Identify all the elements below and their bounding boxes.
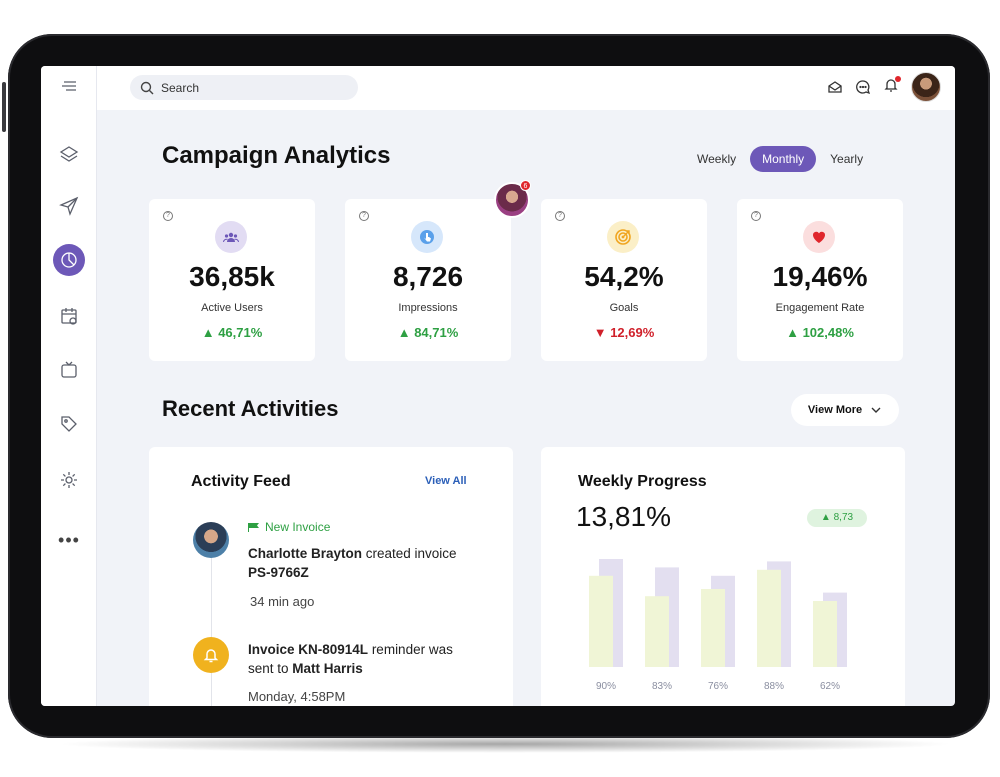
stat-value: 19,46% <box>772 261 868 292</box>
notification-count-badge: 6 <box>520 180 531 191</box>
chart-bar-front <box>701 589 725 667</box>
activity-recipient[interactable]: Matt Harris <box>292 661 363 676</box>
help-icon[interactable]: ? <box>555 211 565 221</box>
top-actions <box>827 72 941 102</box>
stat-label: Engagement Rate <box>775 302 865 314</box>
panel-title: Weekly Progress <box>578 473 707 490</box>
layers-icon[interactable] <box>57 142 81 166</box>
analytics-icon[interactable] <box>53 244 85 276</box>
notification-bell[interactable] <box>883 75 901 98</box>
help-icon[interactable]: ? <box>163 211 173 221</box>
tag-icon[interactable] <box>57 412 81 436</box>
search-placeholder: Search <box>161 80 200 95</box>
activity-action: created invoice <box>362 546 457 561</box>
stat-delta: ▲ 102,48% <box>786 325 854 340</box>
section-title: Recent Activities <box>162 396 339 421</box>
stat-delta-value: 46,71% <box>218 325 263 340</box>
activity-tag-label: New Invoice <box>265 520 331 534</box>
panel-title: Activity Feed <box>191 473 291 490</box>
view-more-button[interactable]: View More <box>791 394 899 426</box>
period-switcher: Weekly Monthly Yearly <box>697 146 863 172</box>
page-title: Campaign Analytics <box>162 142 391 169</box>
send-icon[interactable] <box>57 194 81 218</box>
activity-time: Monday, 4:58PM <box>248 689 346 704</box>
weekly-progress-chart: 90% 83% 76% 88% 62% <box>589 559 847 692</box>
stat-label: Impressions <box>398 302 458 314</box>
stat-label: Active Users <box>201 302 263 314</box>
chat-icon[interactable] <box>855 79 871 95</box>
chart-tick-label: 83% <box>652 681 672 692</box>
weekly-progress-panel: Weekly Progress 13,81% ▲ 8,73 90% 83% 76% 8… <box>541 447 905 706</box>
top-bar: Search <box>97 66 955 110</box>
menu-icon[interactable] <box>57 74 81 98</box>
tap-icon <box>411 221 443 253</box>
avatar[interactable] <box>193 522 229 558</box>
stat-delta-value: 12,69% <box>610 325 655 340</box>
user-avatar[interactable] <box>911 72 941 102</box>
stat-delta-value: 84,71% <box>414 325 459 340</box>
timeline-line <box>211 555 212 706</box>
stat-delta: ▲ 46,71% <box>201 325 263 340</box>
stat-delta: ▼ 12,69% <box>593 325 655 340</box>
chart-bar-front <box>757 569 781 667</box>
chart-tick-label: 62% <box>820 681 840 692</box>
activity-tag: New Invoice <box>248 520 330 534</box>
stat-card-impressions: ? 8,726 Impressions ▲ 84,71% <box>345 199 511 361</box>
notification-dot <box>895 75 901 82</box>
heart-icon <box>803 221 835 253</box>
view-more-label: View More <box>807 404 863 416</box>
stat-value: 36,85k <box>189 261 275 292</box>
stat-delta-value: 102,48% <box>802 325 854 340</box>
view-all-link[interactable]: View All <box>425 475 467 487</box>
period-monthly[interactable]: Monthly <box>750 146 817 172</box>
tablet-side-button <box>2 82 6 132</box>
stat-card-goals: ? 54,2% Goals ▼ 12,69% <box>541 199 707 361</box>
stat-label: Goals <box>609 302 639 314</box>
stat-value: 8,726 <box>392 261 464 292</box>
mail-icon[interactable] <box>827 79 843 95</box>
period-weekly[interactable]: Weekly <box>697 152 737 166</box>
users-icon <box>215 221 247 253</box>
period-yearly[interactable]: Yearly <box>830 152 864 166</box>
activity-invoice[interactable]: Invoice KN-80914L <box>248 642 369 657</box>
bell-icon <box>884 78 898 92</box>
activity-action: reminder was sent to <box>248 642 453 676</box>
activity-invoice[interactable]: PS-9766Z <box>248 565 309 580</box>
app-screen: ••• Search Campaign Analytics Weekly Mon… <box>41 66 955 706</box>
activity-time: 34 min ago <box>250 594 315 609</box>
stat-value: 54,2% <box>584 261 664 292</box>
chart-tick-label: 88% <box>764 681 784 692</box>
help-icon[interactable]: ? <box>751 211 761 221</box>
weekly-progress-delta: ▲ 8,73 <box>807 509 867 527</box>
flag-icon <box>248 522 259 532</box>
activity-actor[interactable]: Charlotte Brayton <box>248 546 363 561</box>
chart-bar-front <box>645 596 669 667</box>
chart-tick-label: 76% <box>708 681 728 692</box>
search-icon <box>140 81 154 94</box>
weekly-delta-value: 8,73 <box>833 512 854 523</box>
stat-card-engagement: ? 19,46% Engagement Rate ▲ 102,48% <box>737 199 903 361</box>
search-input[interactable]: Search <box>130 75 358 100</box>
stat-card-active-users: ? 36,85k Active Users ▲ 46,71% <box>149 199 315 361</box>
target-icon <box>607 221 639 253</box>
tv-icon[interactable] <box>57 358 81 382</box>
sidebar: ••• <box>41 66 97 706</box>
help-icon[interactable]: ? <box>359 211 369 221</box>
activity-feed-panel: Activity Feed View All New Invoice Charl… <box>149 447 513 706</box>
chart-bar-front <box>589 575 613 667</box>
chart-bar-front <box>813 601 837 667</box>
settings-icon[interactable] <box>57 468 81 492</box>
activity-text: Charlotte Brayton created invoice PS-976… <box>248 544 458 582</box>
device-shadow <box>55 735 955 753</box>
activity-text: Invoice KN-80914L reminder was sent to M… <box>248 640 478 678</box>
reminder-badge <box>193 637 229 673</box>
bell-icon <box>203 649 219 663</box>
weekly-progress-value: 13,81% <box>576 501 671 532</box>
chevron-down-icon <box>871 407 881 413</box>
calendar-icon[interactable] <box>57 304 81 328</box>
more-icon[interactable]: ••• <box>58 530 80 550</box>
stat-delta: ▲ 84,71% <box>397 325 459 340</box>
chart-tick-label: 90% <box>596 681 616 692</box>
